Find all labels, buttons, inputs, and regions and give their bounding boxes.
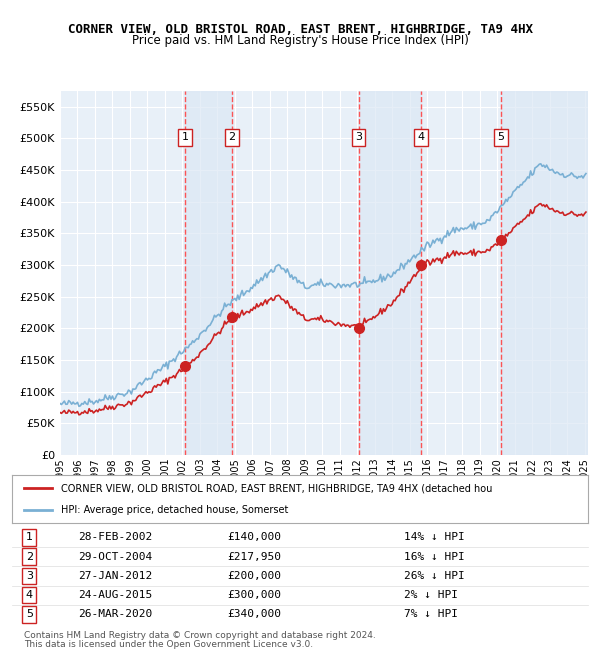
Text: £340,000: £340,000 xyxy=(227,610,281,619)
Text: Price paid vs. HM Land Registry's House Price Index (HPI): Price paid vs. HM Land Registry's House … xyxy=(131,34,469,47)
Text: 2% ↓ HPI: 2% ↓ HPI xyxy=(404,590,458,600)
Text: 28-FEB-2002: 28-FEB-2002 xyxy=(79,532,153,542)
Text: 7% ↓ HPI: 7% ↓ HPI xyxy=(404,610,458,619)
Text: 3: 3 xyxy=(26,571,33,581)
Text: CORNER VIEW, OLD BRISTOL ROAD, EAST BRENT, HIGHBRIDGE, TA9 4HX (detached hou: CORNER VIEW, OLD BRISTOL ROAD, EAST BREN… xyxy=(61,483,493,493)
Text: Contains HM Land Registry data © Crown copyright and database right 2024.: Contains HM Land Registry data © Crown c… xyxy=(24,630,376,640)
Text: 29-OCT-2004: 29-OCT-2004 xyxy=(79,552,153,562)
Text: HPI: Average price, detached house, Somerset: HPI: Average price, detached house, Some… xyxy=(61,504,289,515)
Bar xyxy=(501,91,588,455)
Text: This data is licensed under the Open Government Licence v3.0.: This data is licensed under the Open Gov… xyxy=(24,640,313,649)
Text: 4: 4 xyxy=(418,132,425,142)
Text: 27-JAN-2012: 27-JAN-2012 xyxy=(79,571,153,581)
Text: 5: 5 xyxy=(26,610,33,619)
Text: 5: 5 xyxy=(497,132,505,142)
Text: 24-AUG-2015: 24-AUG-2015 xyxy=(79,590,153,600)
Text: 16% ↓ HPI: 16% ↓ HPI xyxy=(404,552,464,562)
Text: 26-MAR-2020: 26-MAR-2020 xyxy=(79,610,153,619)
Text: £217,950: £217,950 xyxy=(227,552,281,562)
Text: £200,000: £200,000 xyxy=(227,571,281,581)
Text: £140,000: £140,000 xyxy=(227,532,281,542)
Text: 26% ↓ HPI: 26% ↓ HPI xyxy=(404,571,464,581)
Text: 2: 2 xyxy=(228,132,235,142)
Bar xyxy=(359,91,421,455)
Text: 1: 1 xyxy=(26,532,33,542)
Bar xyxy=(185,91,232,455)
Text: 4: 4 xyxy=(26,590,33,600)
Text: 14% ↓ HPI: 14% ↓ HPI xyxy=(404,532,464,542)
Text: 2: 2 xyxy=(26,552,33,562)
Text: £300,000: £300,000 xyxy=(227,590,281,600)
Text: CORNER VIEW, OLD BRISTOL ROAD, EAST BRENT, HIGHBRIDGE, TA9 4HX: CORNER VIEW, OLD BRISTOL ROAD, EAST BREN… xyxy=(67,23,533,36)
Text: 1: 1 xyxy=(182,132,189,142)
Text: 3: 3 xyxy=(355,132,362,142)
